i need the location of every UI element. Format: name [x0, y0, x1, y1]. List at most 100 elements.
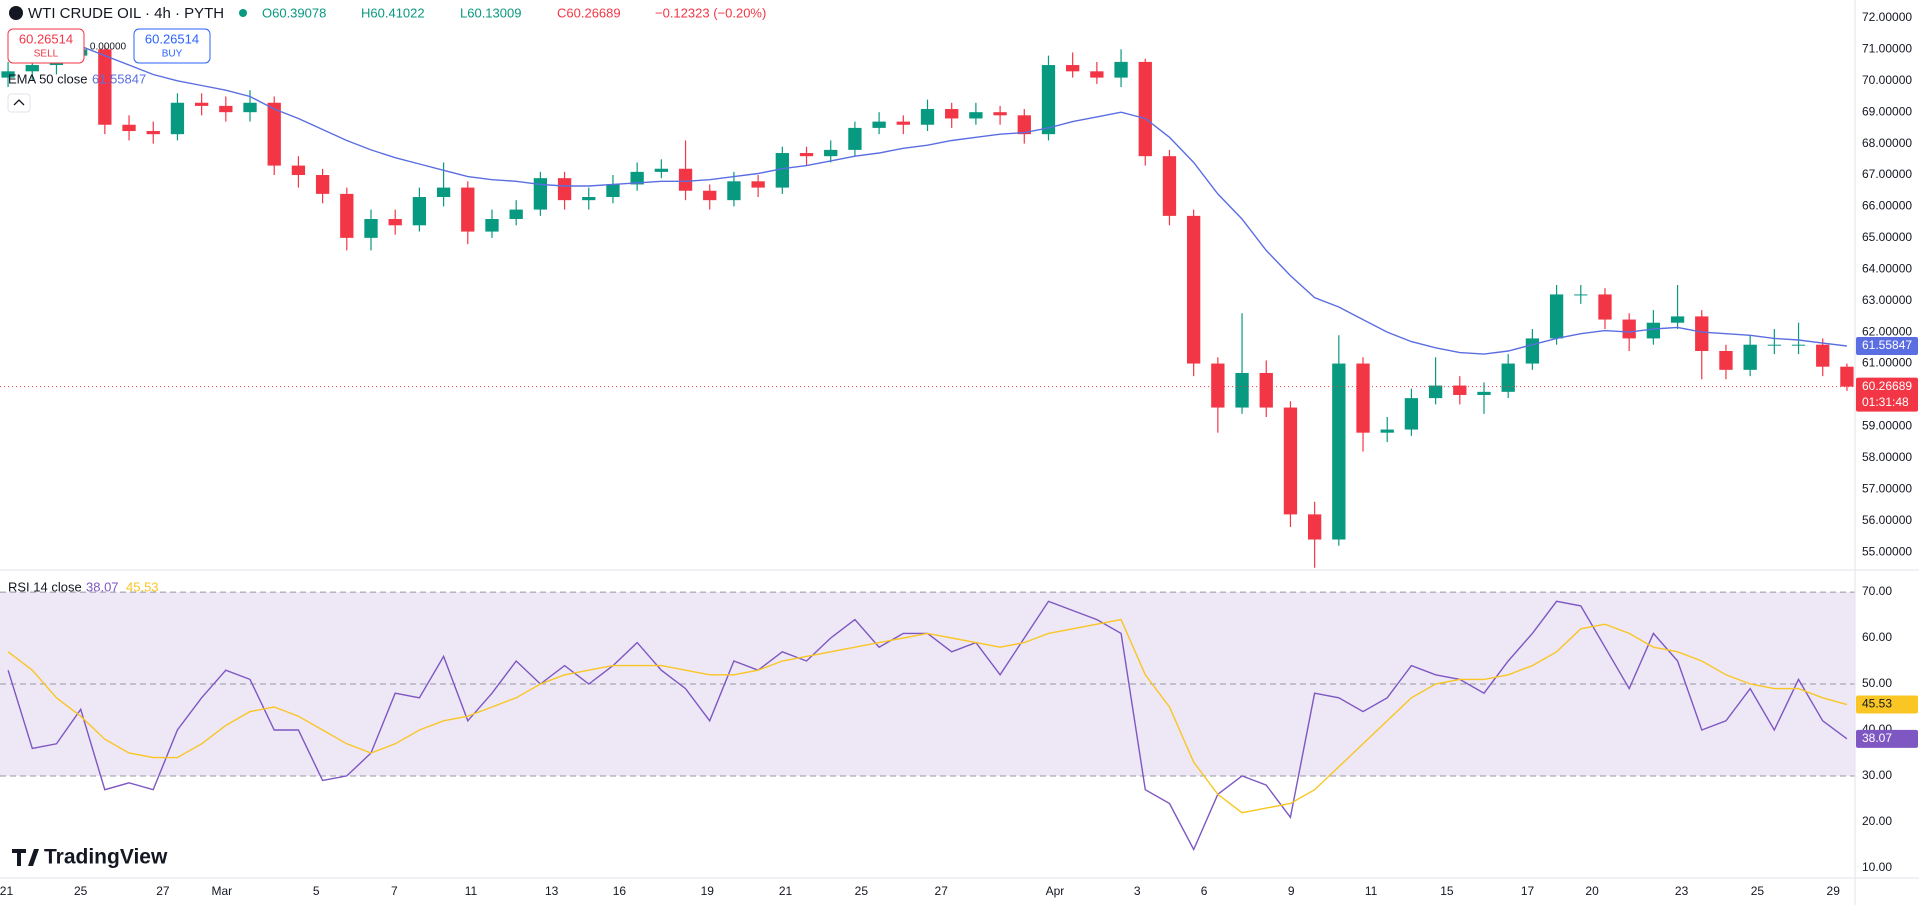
candle-body: [267, 102, 281, 166]
candle-body: [1235, 372, 1249, 408]
candle-body: [1816, 344, 1830, 367]
price-badge: [1856, 377, 1918, 412]
plot: [0, 36, 1855, 852]
y-tick-label: 66.00000: [1862, 199, 1912, 213]
collapse-button[interactable]: [7, 93, 31, 113]
y-tick-label: 63.00000: [1862, 293, 1912, 307]
candle-body: [1, 71, 15, 78]
x-tick-label: Mar: [211, 884, 232, 898]
sell-price[interactable]: 60.26514: [19, 31, 73, 46]
symbol-title[interactable]: WTI CRUDE OIL · 4h · PYTH: [28, 5, 224, 22]
candle-body: [485, 219, 499, 232]
rsi-ma-legend-value: 45.53: [126, 579, 159, 594]
candle-body: [291, 165, 306, 176]
sell-button[interactable]: 60.26514 SELL: [7, 28, 85, 64]
x-tick-label: 11: [1365, 884, 1378, 898]
y-tick-label: 50.00: [1862, 676, 1892, 690]
rsi-legend-value: 38.07: [86, 579, 119, 594]
y-tick-label: 20.00: [1862, 814, 1892, 828]
candle-body: [557, 178, 572, 201]
x-tick-label: 17: [1521, 884, 1535, 898]
candle-body: [678, 168, 693, 191]
candle-body: [412, 197, 427, 226]
x-tick-label: 27: [935, 884, 949, 898]
candle-body: [1404, 398, 1419, 430]
candle-body: [436, 187, 451, 198]
x-tick-label: 15: [1440, 884, 1454, 898]
y-tick-label: 70.00: [1862, 584, 1892, 598]
ema-legend[interactable]: EMA 50 close: [8, 71, 88, 86]
sell-label[interactable]: SELL: [34, 49, 59, 60]
y-tick-label: 65.00000: [1862, 230, 1912, 244]
candle-body: [1549, 294, 1564, 339]
candle-body: [1598, 294, 1612, 320]
price-badge: [1856, 695, 1918, 714]
candle-body: [775, 153, 789, 188]
y-tick-label: 55.00000: [1862, 544, 1912, 558]
x-tick-label: 27: [156, 884, 170, 898]
grid: [0, 591, 1855, 777]
candle-body: [993, 112, 1007, 116]
candle-body: [1356, 363, 1370, 433]
ohlc-change: −0.12323 (−0.20%): [655, 5, 766, 20]
candle-body: [654, 168, 669, 172]
buy-price[interactable]: 60.26514: [145, 31, 199, 46]
candle-body: [364, 219, 378, 238]
candle-body: [1453, 385, 1467, 395]
candle-body: [1380, 429, 1394, 433]
price-badge-label: 60.26689: [1862, 379, 1912, 393]
candle-body: [606, 184, 620, 198]
x-tick-label: 25: [1751, 884, 1765, 898]
symbol-icon[interactable]: [9, 6, 23, 20]
candle-body: [533, 178, 548, 210]
candle-body: [122, 124, 136, 132]
candle-body: [1017, 115, 1031, 135]
ohlc-high: H60.41022: [361, 5, 425, 20]
y-tick-label: 72.00000: [1862, 10, 1912, 24]
candle-body: [1090, 71, 1104, 78]
x-tick-label: 25: [855, 884, 869, 898]
candle-body: [509, 209, 523, 220]
sell-box[interactable]: [7, 28, 85, 64]
y-tick-label: 57.00000: [1862, 481, 1912, 495]
x-tick-label: 13: [545, 884, 559, 898]
ohlc-open: O60.39078: [262, 5, 326, 20]
price-badge-label: 38.07: [1862, 731, 1892, 745]
y-tick-label: 62.00000: [1862, 324, 1912, 338]
candle-body: [25, 65, 39, 72]
buy-label[interactable]: BUY: [162, 49, 183, 60]
candle-body: [727, 181, 741, 201]
collapse-icon[interactable]: [13, 99, 25, 106]
x-tick-label: 5: [313, 884, 320, 898]
countdown-label: 01:31:48: [1862, 395, 1909, 409]
candle-body: [848, 127, 862, 150]
candle-body: [799, 153, 814, 157]
brand-name[interactable]: TradingView: [44, 846, 168, 869]
brand[interactable]: TradingView: [12, 846, 168, 869]
brand-logo[interactable]: [12, 849, 39, 866]
y-tick-label: 64.00000: [1862, 261, 1912, 275]
x-tick-label: 7: [391, 884, 398, 898]
candle-body: [1670, 316, 1685, 323]
candle-body: [1719, 350, 1733, 370]
candle-body: [1743, 344, 1757, 370]
rsi-legend[interactable]: RSI 14 close: [8, 579, 82, 594]
candle-body: [1332, 363, 1346, 540]
candle-body: [1138, 61, 1152, 157]
candle-body: [194, 102, 209, 106]
candle-body: [1428, 385, 1443, 399]
candle-body: [1767, 344, 1782, 346]
candle-body: [1259, 372, 1273, 408]
candle-body: [945, 109, 959, 119]
buy-button[interactable]: 60.26514 BUY: [133, 28, 211, 64]
candle-body: [388, 219, 402, 226]
candle-body: [1840, 366, 1854, 387]
candle-body: [1307, 514, 1322, 540]
spread: 0.00000: [90, 42, 127, 53]
candle-body: [969, 112, 983, 119]
y-tick-label: 67.00000: [1862, 167, 1912, 181]
rsi-ma-line: [7, 618, 1848, 814]
rsi-band: [0, 592, 1855, 776]
buy-box[interactable]: [133, 28, 211, 64]
candle-body: [146, 131, 160, 135]
